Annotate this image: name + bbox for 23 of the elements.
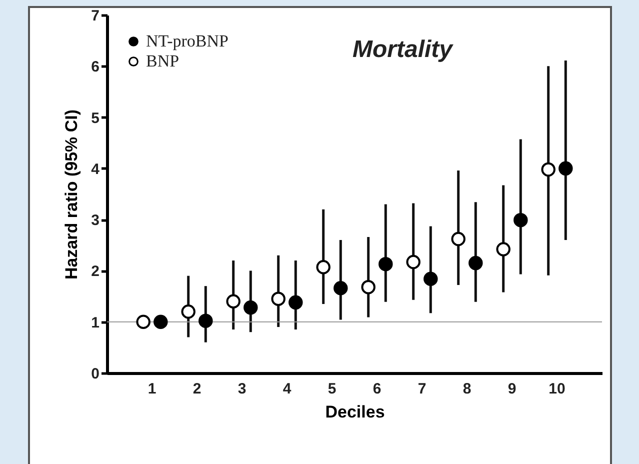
x-tick-label: 5 (328, 380, 336, 398)
x-tick-label: 7 (418, 380, 426, 398)
legend-label: NT-proBNP (146, 32, 228, 50)
x-tick-label: 1 (148, 380, 156, 398)
x-tick-label: 2 (192, 380, 202, 398)
text: Mortality (352, 36, 454, 63)
x-tick-label: 9 (508, 380, 516, 398)
y-tick-label: 2 (91, 263, 100, 280)
y-tick-label: 6 (91, 58, 100, 76)
x-tick-label: 6 (372, 380, 382, 398)
x-tick-label: 3 (238, 380, 246, 398)
x-tick-label: 4 (282, 380, 292, 398)
y-tick-label: 4 (91, 160, 100, 178)
y-tick-label: 5 (91, 110, 100, 127)
x-axis-title: Deciles (325, 402, 385, 422)
x-tick-label: 10 (548, 380, 566, 398)
y-axis-title: Hazard ratio (95% CI) (62, 109, 82, 280)
y-tick-label: 0 (91, 366, 100, 382)
y-tick-label: 3 (91, 212, 100, 230)
legend-label: BNP (146, 52, 180, 70)
x-tick-label: 8 (462, 380, 472, 398)
y-tick-label: 7 (91, 8, 100, 24)
y-tick-label: 1 (91, 314, 100, 332)
